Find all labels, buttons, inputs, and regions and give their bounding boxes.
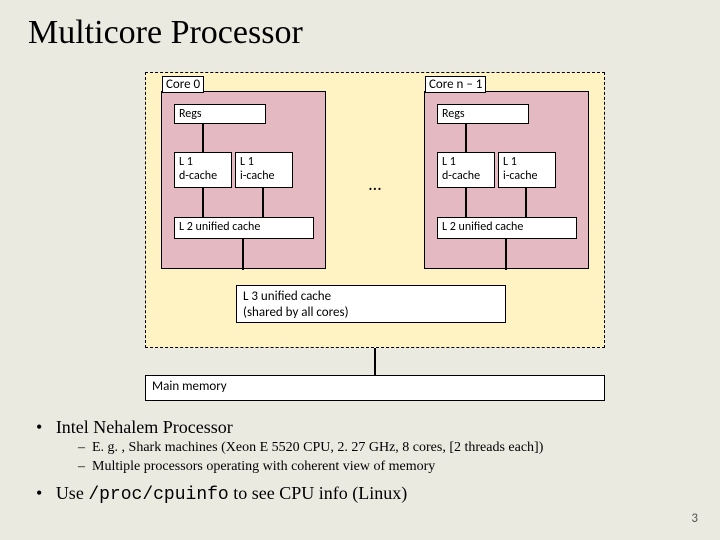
connector xyxy=(242,239,244,270)
connector xyxy=(505,239,507,270)
regs-box: Regs xyxy=(174,104,266,124)
bullet-2-pre: Use xyxy=(56,483,89,503)
bullet-list: • Intel Nehalem Processor – E. g. , Shar… xyxy=(20,415,543,507)
bullet-1b: – Multiple processors operating with coh… xyxy=(20,458,543,477)
core-n-label: Core n – 1 xyxy=(425,76,486,93)
bullet-1a-text: E. g. , Shark machines (Xeon E 5520 CPU,… xyxy=(92,440,543,455)
l1-icache-box: L 1 i-cache xyxy=(498,152,556,188)
l1-dcache-box: L 1 d-cache xyxy=(437,152,495,188)
l2-cache-box: L 2 unified cache xyxy=(174,217,314,239)
core-0-label: Core 0 xyxy=(162,76,204,93)
bullet-1b-text: Multiple processors operating with coher… xyxy=(92,459,435,474)
slide-number: 3 xyxy=(691,511,698,526)
bullet-2-code: /proc/cpuinfo xyxy=(88,485,228,505)
l2-cache-box: L 2 unified cache xyxy=(437,217,577,239)
main-memory-box: Main memory xyxy=(145,375,605,401)
bullet-2-post: to see CPU info (Linux) xyxy=(229,483,407,503)
regs-box: Regs xyxy=(437,104,529,124)
connector xyxy=(525,188,527,217)
chip-outline: Core 0 Regs L 1 d-cache L 1 i-cache L 2 … xyxy=(145,72,605,348)
l3-cache-box: L 3 unified cache (shared by all cores) xyxy=(236,285,506,323)
connector xyxy=(202,124,204,152)
bullet-1-text: Intel Nehalem Processor xyxy=(56,417,233,437)
connector xyxy=(465,188,467,217)
bullet-2: • Use /proc/cpuinfo to see CPU info (Lin… xyxy=(20,481,543,507)
connector xyxy=(465,124,467,152)
bullet-1a: – E. g. , Shark machines (Xeon E 5520 CP… xyxy=(20,439,543,458)
core-n: Core n – 1 Regs L 1 d-cache L 1 i-cache … xyxy=(424,91,589,269)
bullet-1: • Intel Nehalem Processor xyxy=(20,415,543,439)
slide-title: Multicore Processor xyxy=(0,0,720,52)
